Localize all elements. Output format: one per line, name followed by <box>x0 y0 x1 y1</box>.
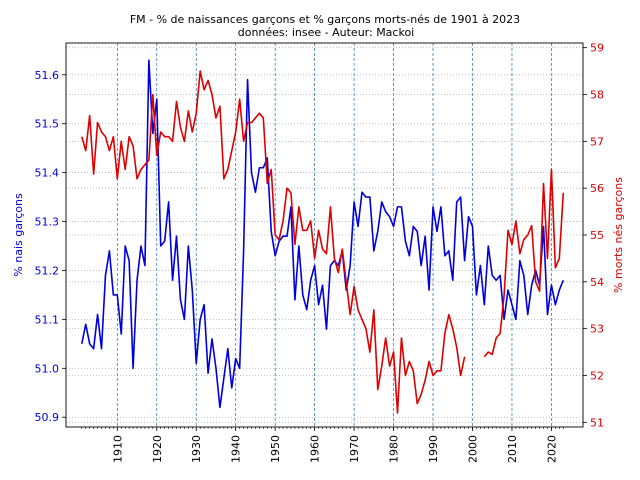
right-tick-label: 59 <box>590 42 604 55</box>
left-axis-label: % nais garçons <box>12 193 25 277</box>
right-tick-label: 57 <box>590 135 604 148</box>
axes-layer: 1910 1920 1930 1940 1950 1960 1970 1980 1990 2000… <box>35 42 605 463</box>
right-axis-label: % morts nés garçons <box>612 177 625 293</box>
x-tick-label: 1910 <box>111 435 124 463</box>
x-tick-label: 1960 <box>309 435 322 463</box>
x-tick-label: 2020 <box>545 435 558 463</box>
grid-layer <box>66 43 583 427</box>
x-tick-label: 1950 <box>269 435 282 463</box>
right-tick-label: 54 <box>590 276 604 289</box>
left-tick-label: 51.3 <box>35 216 60 229</box>
left-tick-label: 51.2 <box>35 264 60 277</box>
left-tick-label: 51.6 <box>35 69 60 82</box>
right-tick-label: 53 <box>590 323 604 336</box>
right-tick-label: 51 <box>590 416 604 429</box>
right-tick-label: 58 <box>590 89 604 102</box>
right-tick-label: 56 <box>590 182 604 195</box>
x-tick-label: 1970 <box>348 435 361 463</box>
x-tick-label: 1980 <box>388 435 401 463</box>
chart-title: FM - % de naissances garçons et % garçon… <box>130 13 520 26</box>
stillbirths-boys-line <box>483 168 565 358</box>
right-tick-label: 52 <box>590 369 604 382</box>
left-tick-label: 50.9 <box>35 411 60 424</box>
births-boys-line <box>81 59 565 409</box>
x-tick-label: 2010 <box>506 435 519 463</box>
x-tick-label: 1990 <box>427 435 440 463</box>
left-tick-label: 51.1 <box>35 313 60 326</box>
x-tick-label: 2000 <box>467 435 480 463</box>
chart-subtitle: données: insee - Auteur: Mackoi <box>238 26 415 39</box>
left-tick-label: 51.4 <box>35 167 60 180</box>
x-tick-label: 1930 <box>190 435 203 463</box>
stillbirths-boys-line <box>81 70 466 414</box>
series-layer <box>81 59 565 414</box>
right-tick-label: 55 <box>590 229 604 242</box>
x-tick-label: 1920 <box>151 435 164 463</box>
x-tick-label: 1940 <box>230 435 243 463</box>
left-tick-label: 51.0 <box>35 362 60 375</box>
left-tick-label: 51.5 <box>35 118 60 131</box>
